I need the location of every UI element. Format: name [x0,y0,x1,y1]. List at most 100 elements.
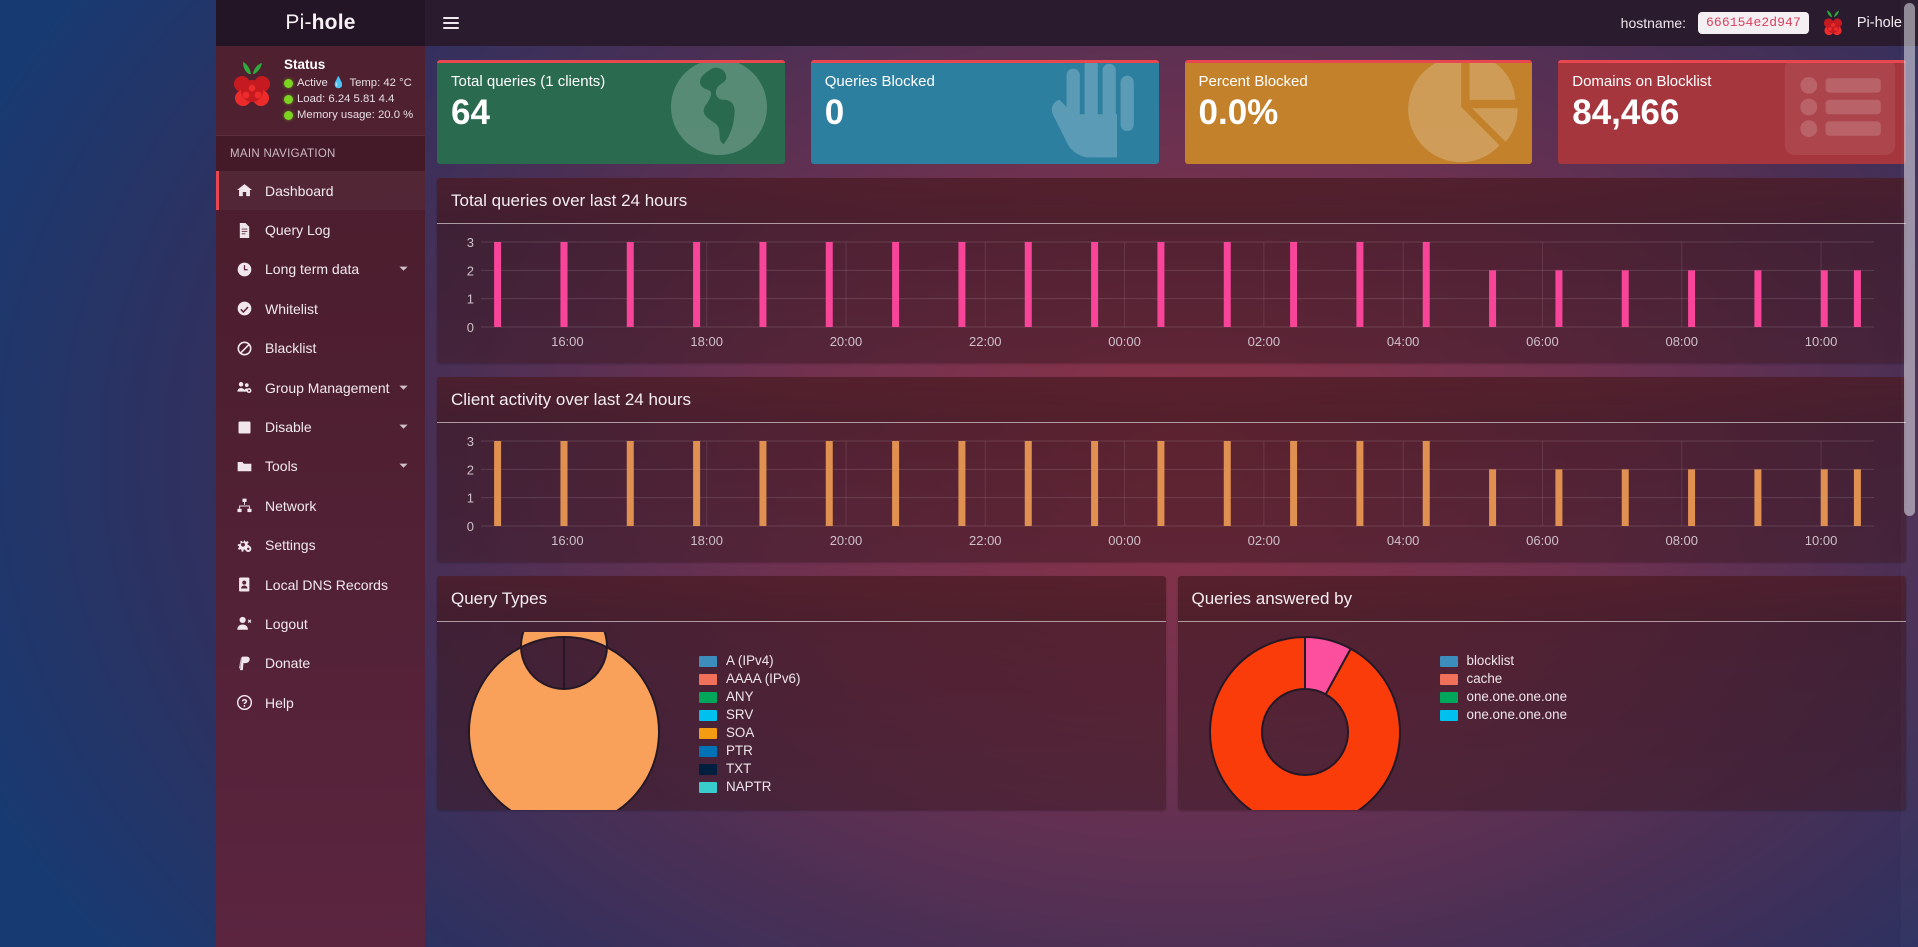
card-title-client-activity: Client activity over last 24 hours [437,377,1906,423]
check-icon [234,301,255,316]
stat-label: Total queries (1 clients) [451,73,606,90]
legend-item[interactable]: NAPTR [699,778,800,796]
client-activity-chart[interactable]: 0 1 2 3 16:00 18:00 20:00 22:00 00:00 02:00 04:00 0… [451,435,1892,552]
x-axis-tick: 16:00 [551,533,584,548]
legend-item[interactable]: SOA [699,724,800,742]
legend-label: cache [1466,671,1503,686]
y-axis-tick: 2 [467,263,474,278]
status-panel: Status Active 💧 Temp: 42 °C Load: 6.24 5… [216,46,425,136]
sidebar-item-group-management[interactable]: Group Management [216,368,425,407]
legend-swatch [1439,709,1458,721]
stat-box-queries-blocked[interactable]: Queries Blocked 0 [810,60,1159,164]
legend-item[interactable]: blocklist [1439,652,1568,670]
sidebar-item-label: Disable [265,419,312,436]
legend-label: one.one.one.one [1466,689,1568,704]
sidebar-item-query-log[interactable]: Query Log [216,210,425,249]
question-icon [234,695,255,711]
sidebar-item-tools[interactable]: Tools [216,447,425,486]
pihole-logo-icon [1823,10,1842,36]
bar [1555,469,1563,526]
total-queries-chart[interactable]: 0 1 2 3 16:00 18:00 20:00 22:00 00:00 02:00 04:00 0… [451,236,1892,353]
brand-logo[interactable]: Pi-hole [216,0,425,46]
hamburger-icon[interactable] [438,10,464,36]
sidebar-item-blacklist[interactable]: Blacklist [216,329,425,368]
stat-label: Percent Blocked [1198,73,1308,90]
legend-item[interactable]: one.one.one.one [1439,688,1568,706]
chevron-down-icon[interactable] [398,458,409,474]
legend-swatch [699,745,717,757]
sidebar-item-disable[interactable]: Disable [216,407,425,446]
sidebar-item-dashboard[interactable]: Dashboard [216,171,425,211]
bar [1024,242,1032,327]
legend-item[interactable]: SRV [699,706,800,724]
legend-label: SRV [726,707,754,722]
sidebar-item-settings[interactable]: Settings [216,526,425,565]
bar [1157,441,1165,526]
status-dot-load [284,94,293,104]
query-types-donut[interactable] [459,602,669,810]
status-memory-line: Memory usage: 20.0 % [284,107,413,123]
legend-item[interactable]: PTR [699,742,800,760]
users-icon [234,380,255,395]
bar [494,242,502,327]
x-axis-tick: 04:00 [1387,334,1420,349]
gears-icon [234,538,255,553]
bar [892,441,900,526]
sidebar-item-label: Group Management [265,379,390,396]
sidebar-item-whitelist[interactable]: Whitelist [216,289,425,328]
bar [1820,270,1828,327]
stat-box-domains-on-blocklist[interactable]: Domains on Blocklist 84,466 [1558,60,1906,164]
chevron-down-icon[interactable] [398,419,409,435]
legend-item[interactable]: TXT [699,760,800,778]
card-title-total-queries: Total queries over last 24 hours [437,178,1906,224]
sidebar-item-help[interactable]: Help [216,683,425,722]
bar [626,441,634,526]
stat-box-total-queries-1-clients-[interactable]: Total queries (1 clients) 64 [437,60,785,164]
bar [1754,270,1762,327]
product-name: Pi-hole [1856,15,1902,31]
brand-text: Pi-hole [285,11,355,35]
stat-box-percent-blocked[interactable]: Percent Blocked 0.0% [1184,60,1533,164]
bar [560,441,568,526]
sidebar-item-donate[interactable]: Donate [216,644,425,683]
scrollbar-track[interactable] [1901,0,1918,947]
x-axis-tick: 20:00 [830,533,863,548]
answered-by-donut[interactable] [1200,632,1410,810]
legend-item[interactable]: AAAA (IPv6) [699,670,800,688]
logout-icon [234,616,255,631]
status-dot-active [284,78,293,88]
x-axis-tick: 18:00 [690,334,723,349]
clock-icon [234,262,255,277]
x-axis-tick: 04:00 [1387,533,1420,548]
sidebar-item-local-dns-records[interactable]: Local DNS Records [216,565,425,604]
card-title-answered-by: Queries answered by [1177,576,1906,622]
legend-item[interactable]: cache [1439,670,1568,688]
x-axis-tick: 18:00 [690,533,723,548]
stat-value: 0.0% [1198,93,1279,132]
query-types-legend: A (IPv4) AAAA (IPv6) ANY SRV SOA PTR TXT NAPTR [669,632,800,796]
y-axis-tick: 2 [467,462,474,477]
status-active-line: Active 💧 Temp: 42 °C [284,75,413,91]
y-axis-tick: 1 [467,491,474,506]
sidebar-item-long-term-data[interactable]: Long term data [216,250,425,289]
chevron-down-icon[interactable] [398,261,409,277]
scrollbar-thumb[interactable] [1904,3,1915,516]
paypal-icon [234,656,255,671]
card-query-types: Query Types A (IPv4) AAAA (IPv6) ANY SRV SOA… [437,576,1166,810]
thermometer-icon: 💧 [331,77,346,89]
card-title-query-types: Query Types [437,576,1166,622]
sidebar-item-label: Query Log [265,222,331,239]
legend-item[interactable]: A (IPv4) [699,652,800,670]
globe-icon [659,63,779,164]
legend-label: AAAA (IPv6) [726,671,801,686]
chevron-down-icon[interactable] [398,380,409,396]
legend-item[interactable]: ANY [699,688,800,706]
sidebar-item-network[interactable]: Network [216,486,425,525]
legend-label: one.one.one.one [1466,707,1568,722]
sidebar-item-label: Network [265,497,317,514]
status-active-label: Active [297,77,328,89]
sidebar-item-label: Logout [265,615,308,632]
legend-item[interactable]: one.one.one.one [1439,706,1568,724]
nav-section-title: MAIN NAVIGATION [216,136,425,171]
sidebar-item-logout[interactable]: Logout [216,604,425,643]
